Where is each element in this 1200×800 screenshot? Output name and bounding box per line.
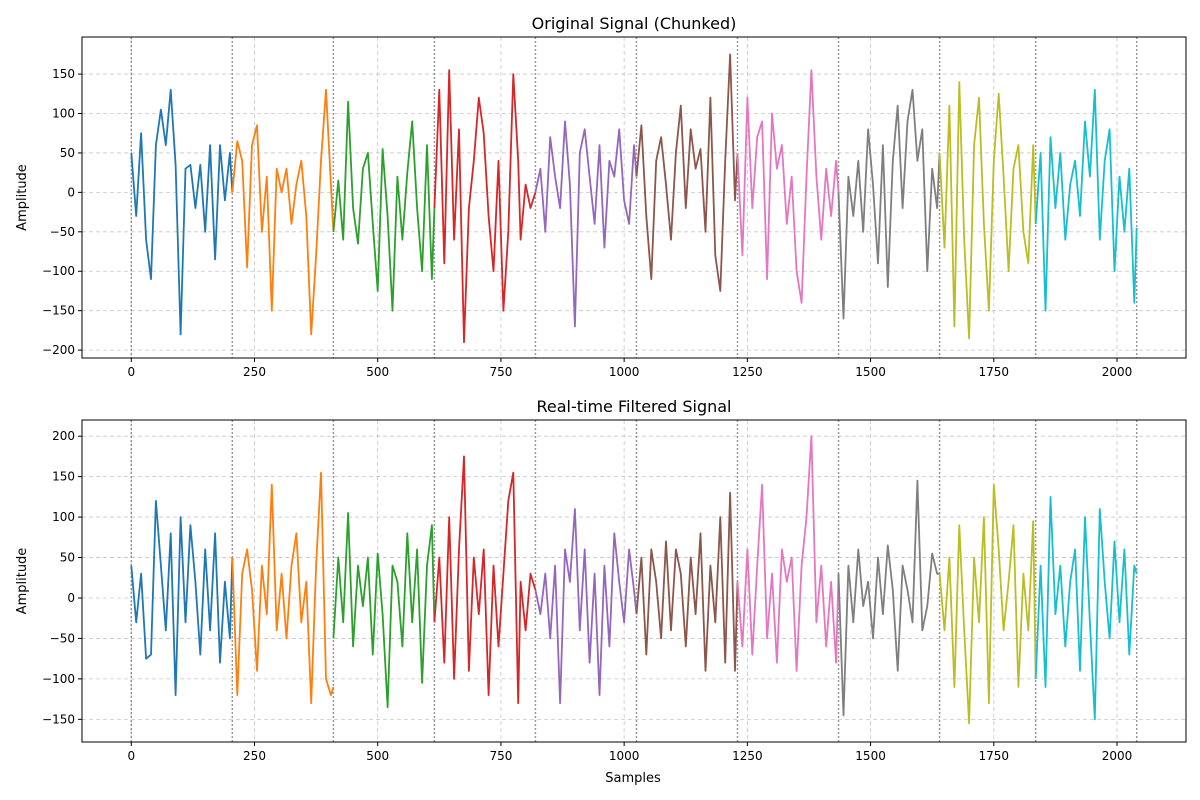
x-tick-label: 250 [243, 365, 266, 379]
x-tick-label: 1750 [979, 365, 1010, 379]
y-tick-label: −150 [42, 304, 75, 318]
series-line-chunk-9 [938, 81, 1037, 340]
series-line-chunk-10 [1034, 495, 1138, 721]
x-tick-label: 1000 [609, 365, 640, 379]
y-tick-label: 150 [52, 67, 75, 81]
x-tick-label: 0 [127, 365, 135, 379]
chart-title: Original Signal (Chunked) [532, 14, 737, 33]
x-tick-label: 2000 [1102, 365, 1133, 379]
y-tick-label: 150 [52, 470, 75, 484]
series-line-chunk-2 [231, 88, 335, 336]
x-tick-label: 1750 [979, 749, 1010, 763]
x-tick-label: 1250 [732, 749, 763, 763]
x-tick-label: 1000 [609, 749, 640, 763]
y-tick-label: 50 [60, 551, 75, 565]
series-line-chunk-9 [938, 483, 1037, 725]
x-tick-label: 1500 [855, 365, 886, 379]
y-tick-label: 100 [52, 510, 75, 524]
series-line-chunk-1 [130, 88, 234, 336]
filtered-signal-chart: 0 250 500 750 1000 1250 1500 1750 2000−150−100−5… [15, 397, 1187, 763]
series-line-chunk-6 [635, 53, 739, 292]
x-tick-label: 0 [127, 749, 135, 763]
y-tick-label: −150 [42, 712, 75, 726]
x-tick-label: 1500 [855, 749, 886, 763]
series-line-chunk-6 [635, 491, 739, 672]
y-tick-label: 0 [67, 591, 75, 605]
y-tick-label: −200 [42, 343, 75, 357]
series-line-chunk-8 [837, 88, 941, 320]
original-signal-chart: 0 250 500 750 1000 1250 1500 1750 2000−200−150−1… [15, 14, 1187, 379]
x-tick-label: 1250 [732, 365, 763, 379]
series-line-chunk-3 [332, 512, 436, 709]
series-line-chunk-7 [736, 435, 840, 672]
y-tick-label: −50 [50, 225, 75, 239]
series-line-chunk-3 [332, 100, 436, 312]
series-line-chunk-4 [433, 69, 537, 344]
series-line-chunk-8 [837, 479, 940, 717]
series-line-chunk-2 [231, 471, 335, 705]
x-tick-label: 250 [243, 749, 266, 763]
x-tick-label: 500 [366, 749, 389, 763]
series-line-chunk-1 [130, 499, 234, 696]
series-line-chunk-10 [1034, 88, 1138, 312]
y-axis-label: Amplitude [15, 548, 30, 615]
x-tick-label: 2000 [1102, 749, 1133, 763]
x-tick-label: 500 [366, 365, 389, 379]
plot-frame [81, 419, 1187, 743]
y-tick-label: −50 [50, 631, 75, 645]
y-tick-label: −100 [42, 264, 75, 278]
x-axis-label: Samples [605, 771, 661, 786]
x-tick-label: 750 [489, 749, 512, 763]
chart-title: Real-time Filtered Signal [536, 397, 731, 416]
y-tick-label: 200 [52, 429, 75, 443]
series-line-chunk-4 [433, 455, 537, 705]
y-tick-label: 100 [52, 107, 75, 121]
plot-frame [81, 36, 1187, 359]
series-line-chunk-5 [534, 508, 638, 705]
y-tick-label: −100 [42, 672, 75, 686]
y-tick-label: 0 [67, 185, 75, 199]
y-tick-label: 50 [60, 146, 75, 160]
series-line-chunk-5 [534, 120, 638, 328]
series-line-chunk-7 [736, 69, 840, 304]
y-axis-label: Amplitude [15, 164, 30, 231]
x-tick-label: 750 [489, 365, 512, 379]
